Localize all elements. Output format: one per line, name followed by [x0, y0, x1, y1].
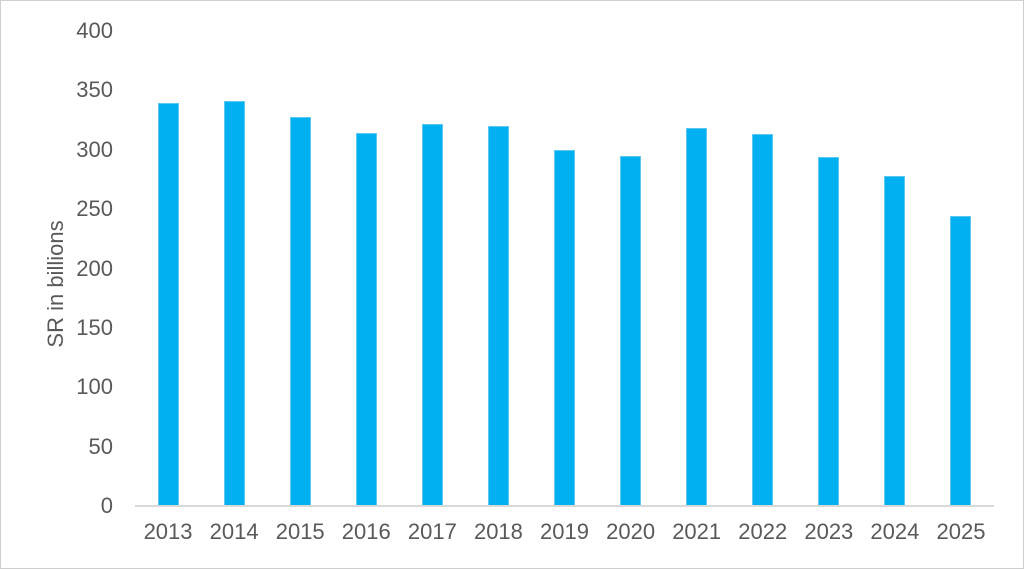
- bar-2018: [487, 126, 509, 506]
- x-tick-label-2024: 2024: [870, 519, 920, 544]
- bar-2023: [818, 156, 840, 506]
- bar-slot-2015: [267, 31, 333, 506]
- x-tick-label-2018: 2018: [473, 519, 523, 544]
- x-tick-label-2015: 2015: [275, 519, 325, 544]
- bar-2025: [950, 216, 972, 506]
- bar-slot-2018: [465, 31, 531, 506]
- x-axis-tick-labels: 2013 2014 2015 2016 2017 2018 2019 2020 2021 2022…: [135, 519, 994, 545]
- x-tick-label-2019: 2019: [540, 519, 589, 544]
- bar-2016: [355, 133, 377, 506]
- y-tick-label-100: 100: [76, 374, 113, 400]
- y-tick-label-400: 400: [76, 18, 113, 43]
- bar-slot-2022: [730, 31, 796, 506]
- x-tick-label-2025: 2025: [936, 519, 986, 544]
- bar-slot-2014: [201, 31, 267, 506]
- y-tick-label-300: 300: [76, 136, 113, 162]
- bar-slot-2025: [928, 31, 994, 506]
- bar-slot-2020: [598, 31, 664, 506]
- y-tick-label-250: 250: [76, 196, 113, 222]
- bar-2015: [289, 116, 311, 506]
- bar-slot-2021: [664, 31, 730, 506]
- x-axis-line: [135, 505, 994, 507]
- x-tick-label-2017: 2017: [407, 519, 457, 544]
- x-tick-label-2022: 2022: [738, 519, 788, 544]
- y-tick-label-50: 50: [88, 433, 113, 459]
- bar-2014: [223, 101, 245, 506]
- bar-slot-2019: [531, 31, 597, 506]
- bar-2022: [752, 134, 774, 506]
- bar-slot-2017: [399, 31, 465, 506]
- bar-slot-2023: [796, 31, 862, 506]
- bar-slot-2013: [135, 31, 201, 506]
- x-tick-label-2014: 2014: [209, 519, 259, 544]
- bar-2024: [884, 175, 906, 506]
- bar-2019: [554, 149, 575, 506]
- bar-2017: [421, 123, 443, 506]
- bar-2013: [157, 103, 179, 506]
- y-tick-label-150: 150: [76, 314, 113, 340]
- y-tick-label-0: 0: [100, 493, 113, 518]
- x-tick-label-2016: 2016: [341, 519, 391, 544]
- bar-slot-2024: [862, 31, 928, 506]
- bar-2021: [686, 128, 708, 506]
- bar-2020: [620, 155, 642, 506]
- x-tick-label-2023: 2023: [804, 519, 854, 544]
- y-tick-label-200: 200: [76, 255, 113, 281]
- y-tick-label-350: 350: [76, 77, 113, 103]
- x-tick-label-2013: 2013: [143, 519, 193, 544]
- x-tick-label-2021: 2021: [672, 519, 722, 544]
- bars-row: [135, 31, 994, 506]
- plot-area: [135, 31, 994, 507]
- x-tick-label-2020: 2020: [606, 519, 656, 544]
- bar-slot-2016: [333, 31, 399, 506]
